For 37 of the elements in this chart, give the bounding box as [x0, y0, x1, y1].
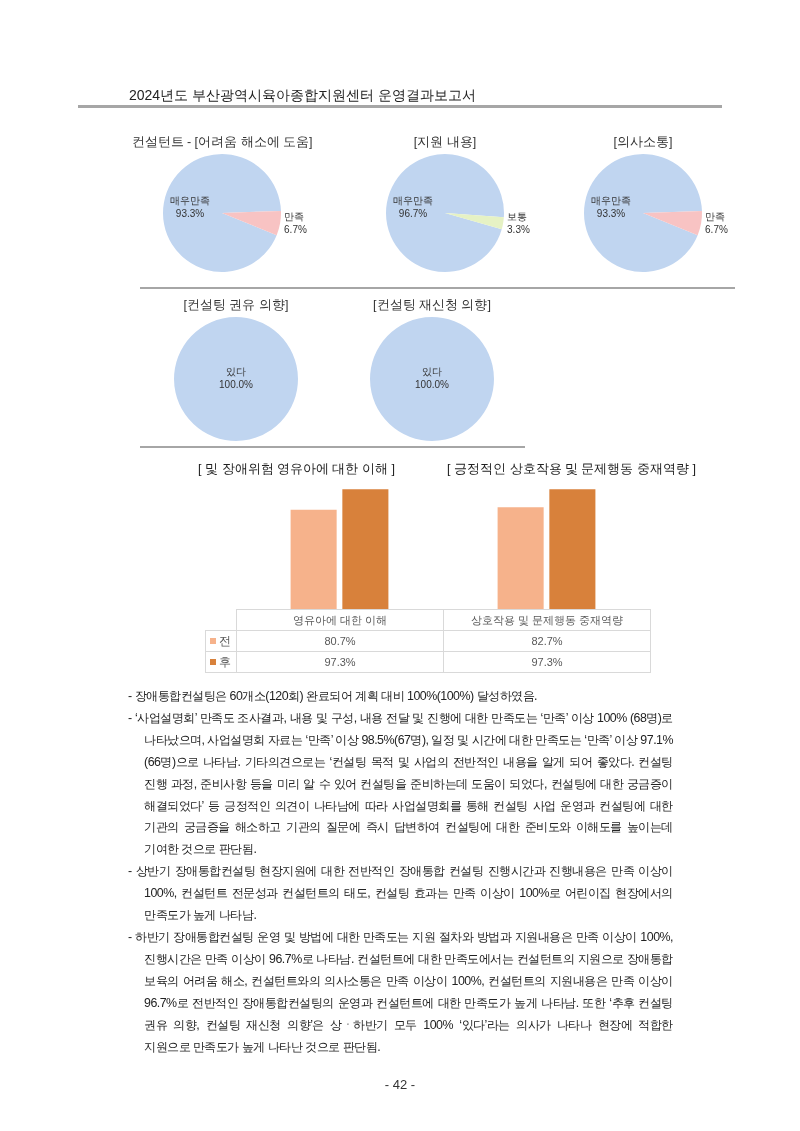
- slice-label: 만족: [284, 211, 305, 223]
- text: [ 긍정적인 상호작용 및 문제행동 중재역량 ]: [446, 461, 697, 478]
- slice-label: 매우만족: [393, 194, 434, 206]
- x-tick-label: 상호작용 및 문제행동 중재역량: [443, 609, 651, 631]
- data-label: 96.7%: [398, 207, 428, 219]
- data-label: 100.0%: [415, 379, 450, 391]
- legend-label: 전: [205, 630, 237, 652]
- legend-label: 후: [205, 651, 237, 673]
- chart-title: [의사소통]: [612, 134, 674, 151]
- chart-title: [지원 내용]: [412, 134, 478, 151]
- chart-title: 컨설턴트 - [어려움 해소에 도움]: [130, 134, 314, 151]
- slice-label: 있다: [422, 366, 442, 378]
- text: 2024년도 부산광역시육아종합지원센터 운영결과보고서: [129, 86, 477, 105]
- slice-label: 있다: [226, 366, 246, 378]
- data-label: 6.7%: [284, 224, 307, 236]
- text: - 42 -: [383, 1076, 417, 1094]
- slice-label: 보통: [507, 211, 528, 223]
- text: - 상반기 장애통합컨설팅 현장지원에 대한 전반적인 장애통합 컨설팅 진행시간과 진행내용은 만족 이상이 100%, 컨설턴트 전문성과 컨설턴트의 태도, 컨설팅 효과는 만족 이상이 100%로 어린이집 현장에서의 만족도가 높게 나타남.: [128, 863, 673, 925]
- text: [ 및 장애위험 영유아에 대한 이해 ]: [197, 461, 396, 478]
- chart-title: [컨설팅 재신청 의향]: [372, 297, 492, 314]
- slice-label: 매우만족: [170, 194, 211, 206]
- slice-label: 매우만족: [591, 194, 632, 206]
- text: - 장애통합컨설팅은 60개소(120회) 완료되어 계획 대비 100%(100%) 달성하였음.: [128, 688, 538, 705]
- text: - 하반기 장애통합컨설팅 운영 및 방법에 대한 만족도는 지원 절차와 방법과 지원내용은 만족 이상이 100%, 진행시간은 만족 이상이 96.7%로 나타남. 컨설턴트에 대한 만족도에서는 컨설턴트의 지원으로 장애통합 보육의 어려움 해소, 컨설턴트와의 의사소통은 만족 이상이 100%, 컨설턴트의 지원내용은 만족 이상이 96.7%로 전반적인 장애통합컨설팅의 운영과 컨설턴트에 대한 만족도가 높게 나타남. 또한 ‘추후 컨설팅 권유 의향, 컨설팅 재신청 의향’은 상ㆍ하반기 모두 100% ‘있다’라는 의사가 나타나 현장에 적합한 지원으로 만족도가 높게 나타난 것으로 판단됨.: [128, 928, 673, 1056]
- data-label: 6.7%: [705, 224, 728, 236]
- data-label: 93.3%: [175, 207, 205, 219]
- data-label: 97.3%: [443, 651, 651, 673]
- data-label: 100.0%: [219, 379, 254, 391]
- data-label: 97.3%: [236, 651, 444, 673]
- data-label: 3.3%: [507, 224, 530, 236]
- text: - ‘사업설명회’ 만족도 조사결과, 내용 및 구성, 내용 전달 및 진행에 대한 만족도는 ‘만족’ 이상 100% (68명)로 나타났으며, 사업설명회 자료는 ‘만족’ 이상 98.5%(67명), 일정 및 시간에 대한 만족도는 ‘만족’ 이상 97.1%(66명)으로 나타남. 기타의견으로는 ‘컨설팅 목적 및 사업의 전반적인 내용을 알게 되어 좋았다. 컨설팅 진행 과정, 준비사항 등을 미리 알 수 있어 컨설팅을 준비하는데 도움이 되었다, 컨설팅에 대한 궁금증이 해결되었다’ 등 긍정적인 의견이 나타남에 따라 사업설명회를 통해 컨설팅 사업 운영과 컨설팅에 대한 기관의 궁금증을 해소하고 기관의 질문에 즉시 답변하여 컨설팅에 대한 준비도와 이해도를 높이는데 기여한 것으로 판단됨.: [128, 709, 673, 859]
- x-tick-label: 영유아에 대한 이해: [236, 609, 444, 631]
- slice-label: 만족: [705, 211, 726, 223]
- data-label: 93.3%: [596, 207, 626, 219]
- data-label: 82.7%: [443, 630, 651, 652]
- data-label: 80.7%: [236, 630, 444, 652]
- chart-title: [컨설팅 권유 의향]: [182, 297, 290, 314]
